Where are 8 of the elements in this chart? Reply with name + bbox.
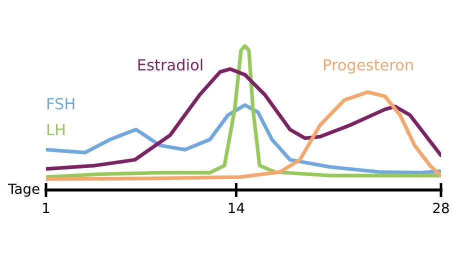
x-tick-label: 1 [43, 202, 50, 214]
x-tick-label: 28 [433, 202, 449, 214]
x-axis-title: Tage [8, 184, 40, 197]
text: FSH [48, 98, 74, 110]
text: LH [48, 124, 64, 136]
series-label: Progesteron [324, 59, 413, 74]
series-label: Estradiol [138, 58, 202, 71]
x-tick-label: 14 [228, 202, 244, 214]
